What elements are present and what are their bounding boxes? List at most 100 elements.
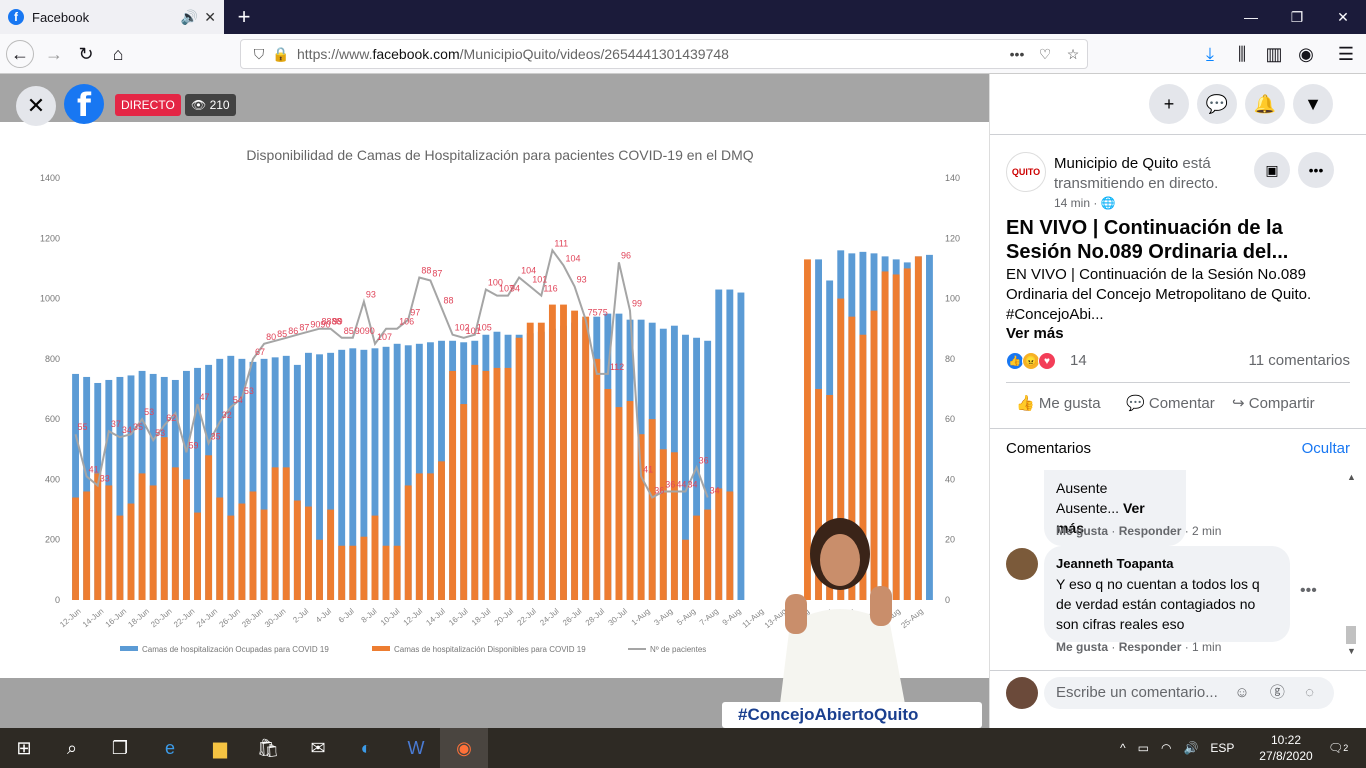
available-bar (371, 515, 379, 600)
see-more-link[interactable]: Ver más (1006, 325, 1064, 342)
data-label: 107 (377, 332, 392, 342)
occupied-bar (682, 334, 689, 600)
facebook-logo-icon[interactable]: f (64, 84, 104, 124)
page-actions-icon[interactable]: ••• (1009, 46, 1025, 62)
y-left-tick-label: 1200 (40, 233, 60, 243)
available-bar (515, 337, 523, 600)
url-bar[interactable]: ⛉ 🔒 https://www.facebook.com/MunicipioQu… (240, 39, 1088, 69)
account-icon[interactable]: ◉ (1298, 43, 1314, 64)
more-options-icon[interactable]: ••• (1298, 152, 1334, 188)
comment-reply-link[interactable]: Responder (1118, 640, 1182, 654)
account-menu-chevron-icon[interactable]: ▼ (1293, 84, 1333, 124)
pocket-icon[interactable]: ♡ (1038, 45, 1052, 62)
available-bar (304, 506, 312, 600)
battery-icon[interactable]: ▭ (1137, 741, 1149, 755)
clock[interactable]: 10:22 27/8/2020 (1259, 733, 1313, 763)
close-video-button[interactable]: ✕ (16, 86, 56, 126)
new-tab-button[interactable]: + (237, 4, 251, 29)
comment-input[interactable]: Escribe un comentario... ☺ ⓖ ◌ (1044, 677, 1334, 709)
comment-count[interactable]: 11 comentarios (1248, 352, 1350, 369)
forward-button[interactable]: → (45, 43, 63, 64)
data-label: 88 (421, 265, 431, 275)
close-tab-icon[interactable]: ✕ (204, 8, 216, 25)
y-left-tick-label: 1000 (40, 294, 60, 304)
quito-avatar[interactable]: QUITO (1006, 152, 1046, 192)
data-label: 87 (299, 323, 309, 333)
comment-see-more-link[interactable]: Ver más (1056, 500, 1145, 536)
close-window-button[interactable]: ✕ (1337, 8, 1349, 25)
minimize-button[interactable]: — (1244, 9, 1258, 25)
share-button[interactable]: ↪ Compartir (1232, 395, 1315, 412)
comment-reply-link[interactable]: Responder (1118, 524, 1182, 538)
commenter-avatar[interactable] (1006, 548, 1038, 580)
back-button[interactable]: ← (6, 40, 34, 68)
volume-icon[interactable]: 🔊 (1183, 741, 1199, 755)
speaker-icon[interactable]: 🔊 (180, 8, 199, 25)
page-name[interactable]: Municipio de Quito (1054, 155, 1179, 172)
file-explorer-icon[interactable]: ▆ (213, 737, 227, 758)
available-bar (194, 512, 201, 600)
firefox-icon[interactable]: ◉ (440, 728, 488, 768)
data-label: 35 (133, 422, 143, 432)
show-hidden-icons-icon[interactable]: ^ (1120, 741, 1126, 755)
save-post-icon[interactable]: ▣ (1254, 152, 1290, 188)
love-reaction-icon[interactable]: ♥ (1038, 352, 1056, 370)
windows-start-icon[interactable]: ⊞ (16, 737, 32, 758)
download-icon[interactable]: ⤓ (1206, 43, 1214, 64)
video-player[interactable]: ✕ f DIRECTO 👁 210 Disponibilidad de Cama… (0, 74, 989, 728)
hide-comments-link[interactable]: Ocultar (1301, 440, 1350, 457)
globe-icon: 🌐 (1100, 196, 1116, 210)
comment-options-icon[interactable]: ••• (1300, 582, 1317, 599)
search-icon[interactable]: ⌕ (66, 737, 78, 758)
data-label: 85 (277, 329, 287, 339)
post-time[interactable]: 14 min · 🌐 (1054, 196, 1116, 210)
bookmark-star-icon[interactable]: ☆ (1066, 45, 1080, 62)
menu-icon[interactable]: ☰ (1337, 43, 1355, 64)
like-button[interactable]: 👍 Me gusta (1016, 395, 1101, 412)
available-bar (560, 304, 567, 600)
notifications-bell-icon[interactable]: 🔔 (1245, 84, 1285, 124)
restore-button[interactable]: ❐ (1290, 8, 1304, 25)
reaction-count[interactable]: 14 (1070, 352, 1087, 369)
available-bar (914, 256, 922, 600)
create-plus-icon[interactable]: + (1149, 84, 1189, 124)
reload-button[interactable]: ↻ (78, 43, 94, 64)
comments-scrollbar[interactable]: ▲ ▼ (1346, 472, 1356, 656)
sidebar-icon[interactable]: ▥ (1265, 43, 1283, 64)
y-left-tick-label: 200 (45, 535, 60, 545)
data-label: 104 (521, 265, 536, 275)
lock-icon[interactable]: 🔒 (272, 45, 290, 62)
browser-app-icon[interactable]: ◐ (360, 737, 372, 758)
eye-icon: 👁 (191, 98, 210, 112)
angry-reaction-icon[interactable]: 😠 (1022, 352, 1040, 370)
available-bar (648, 419, 656, 600)
url-text[interactable]: https://www.facebook.com/MunicipioQuito/… (297, 46, 729, 62)
comment-button[interactable]: 💬 Comentar (1126, 395, 1215, 412)
comment-like-link[interactable]: Me gusta (1056, 524, 1109, 538)
home-icon[interactable]: ⌂ (112, 43, 124, 64)
library-icon[interactable]: ⫼ (1237, 43, 1247, 64)
available-bar (260, 509, 268, 600)
comment-author[interactable]: Jeanneth Toapanta (1056, 556, 1174, 571)
messenger-icon[interactable]: 💬 (1197, 84, 1237, 124)
language-indicator[interactable]: ESP (1210, 741, 1235, 755)
comment-like-link[interactable]: Me gusta (1056, 640, 1109, 654)
data-label: 54 (233, 395, 243, 405)
notifications-icon[interactable]: 🗨 2 (1328, 741, 1349, 755)
store-icon[interactable]: 🛍 (256, 737, 280, 758)
task-view-icon[interactable]: ❐ (111, 737, 129, 758)
current-user-avatar[interactable] (1006, 677, 1038, 709)
wifi-icon[interactable]: ◠ (1160, 741, 1172, 755)
shield-icon[interactable]: ⛉ (253, 45, 265, 62)
comment-input-icons[interactable]: ☺ ⓖ ◌ (1234, 684, 1322, 701)
word-icon[interactable]: W (407, 737, 425, 758)
data-label: 59 (188, 440, 198, 450)
edge-icon[interactable]: e (164, 737, 175, 758)
mail-icon[interactable]: ✉ (310, 737, 326, 758)
comment-icon: 💬 (1126, 395, 1149, 412)
occupied-bar (194, 367, 201, 600)
y-right-tick-label: 0 (945, 595, 950, 605)
tab-facebook[interactable]: f Facebook 🔊 ✕ (0, 0, 224, 34)
legend-swatch (120, 646, 138, 651)
data-label: 97 (410, 308, 420, 318)
